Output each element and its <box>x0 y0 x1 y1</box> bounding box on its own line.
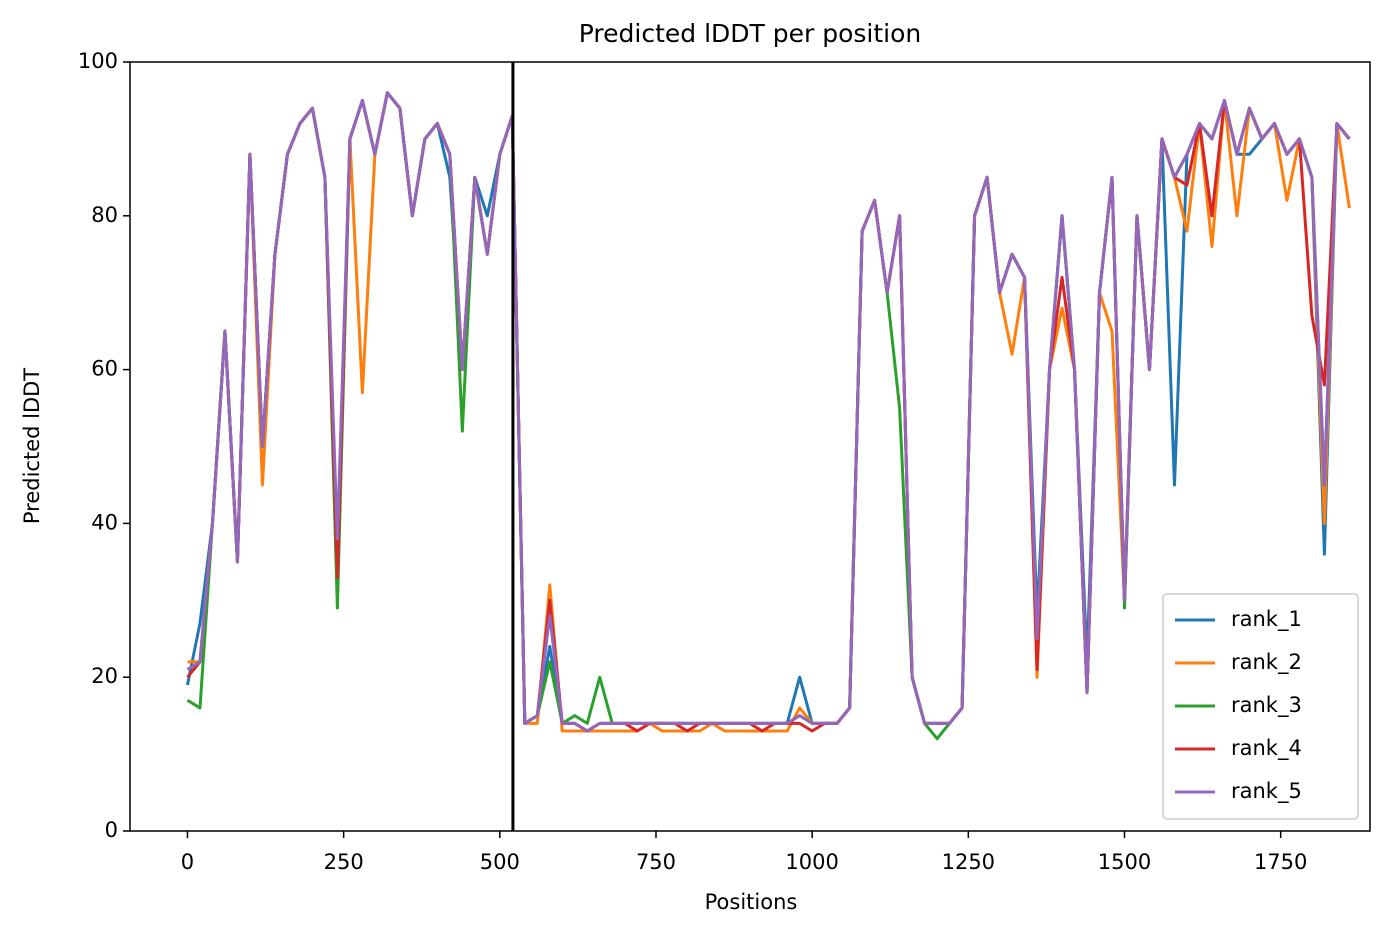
legend-label: rank_1 <box>1231 607 1302 632</box>
x-axis-label: Positions <box>705 890 798 914</box>
x-tick-label: 0 <box>181 850 194 874</box>
legend-label: rank_2 <box>1231 650 1302 675</box>
legend-label: rank_4 <box>1231 736 1302 761</box>
legend-box <box>1162 593 1359 820</box>
x-tick-label: 1250 <box>942 850 995 874</box>
y-axis-label: Predicted lDDT <box>20 368 44 524</box>
x-tick-label: 250 <box>324 850 364 874</box>
y-tick-label: 20 <box>91 664 118 688</box>
x-tick-label: 750 <box>636 850 676 874</box>
legend-label: rank_5 <box>1231 779 1302 804</box>
y-tick-label: 0 <box>105 818 118 842</box>
x-tick-label: 1000 <box>785 850 838 874</box>
plot-frame <box>129 61 1371 832</box>
legend-label: rank_3 <box>1231 693 1302 718</box>
x-tick-label: 1750 <box>1254 850 1307 874</box>
line-series <box>186 91 1351 733</box>
y-tick-label: 60 <box>91 357 118 381</box>
y-tick-label: 40 <box>91 510 118 534</box>
x-tick-label: 1500 <box>1098 850 1151 874</box>
chart-title: Predicted lDDT per position <box>579 19 921 48</box>
y-tick-label: 100 <box>78 49 118 73</box>
y-tick-label: 80 <box>91 203 118 227</box>
x-tick-label: 500 <box>480 850 520 874</box>
